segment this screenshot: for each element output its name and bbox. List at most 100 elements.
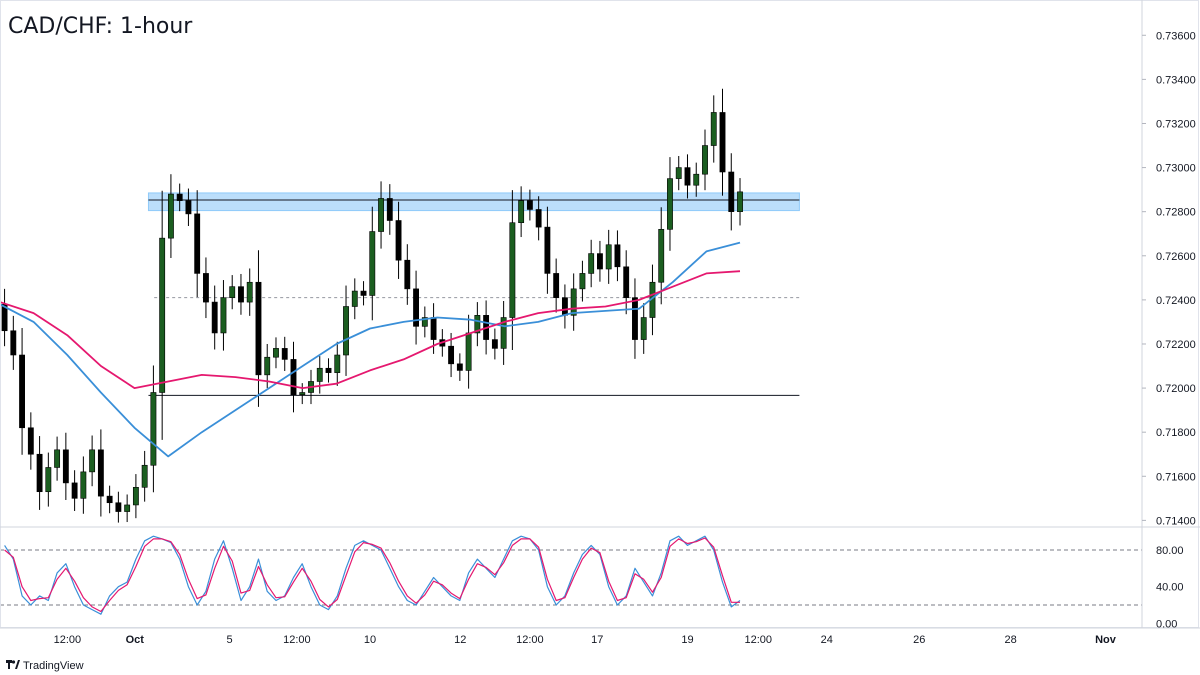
time-tick-label: 12:00 [745,634,773,646]
tradingview-brand[interactable]: TradingView [6,660,84,672]
candle-body [290,359,297,395]
candle [150,365,157,493]
candle [614,230,621,282]
candle-body [211,301,218,334]
tradingview-logo-icon [6,660,20,669]
candle-body [474,315,481,334]
candle-body [465,332,472,371]
candle-body [273,348,279,358]
candle-body [526,200,533,210]
time-tick-label: 12:00 [54,634,82,646]
time-tick-label: 5 [226,634,232,646]
candle-body [710,112,717,146]
candle-body [71,482,78,499]
candle [299,383,306,405]
candle [290,341,297,413]
candle [19,327,26,455]
candle-body [605,244,612,270]
candle [456,353,463,381]
candle-body [597,253,603,270]
candle-body [640,317,647,340]
candle [54,436,61,481]
candle-body [334,354,341,373]
candle-body [535,209,542,228]
candle-body [395,220,402,261]
candle [185,188,192,227]
chart-title: CAD/CHF: 1-hour [8,14,193,39]
candle-body [491,339,498,349]
candle [229,275,236,310]
candle-body [728,171,735,212]
candle-body [343,306,349,356]
candle-body [150,392,157,466]
candle [97,429,104,517]
candle-body [737,191,743,212]
stoch-tick-label: 0.00 [1156,618,1177,630]
candle-body [45,467,52,493]
candle [378,181,384,249]
moving-average-slow [0,270,741,389]
candle [544,206,551,294]
candle [10,315,17,370]
candle [395,201,402,279]
price-candles [1,88,743,523]
candle [238,273,244,315]
candle-body [246,281,253,303]
time-tick-label: Nov [1095,634,1117,646]
candle [89,435,96,487]
stoch-k-line [4,535,741,615]
candle-body [693,173,700,186]
time-tick-label: 12:00 [283,634,311,646]
candle-body [553,273,560,298]
candle [728,153,735,231]
candle-body [570,288,577,316]
candle [124,494,131,523]
stochastic-panel [0,535,1142,615]
candle [45,452,52,507]
candle [553,258,560,313]
candle-body [80,471,87,499]
candle [386,184,393,235]
price-tick-label: 0.72000 [1156,383,1196,395]
candle [500,300,507,365]
time-tick-label: 17 [591,634,603,646]
time-tick-label: 26 [913,634,925,646]
candle-body [369,231,376,296]
candle-body [124,504,131,512]
candle-body [299,392,306,395]
candle-body [159,237,166,393]
candle [115,491,122,523]
candle-body [404,259,411,290]
candle [369,206,376,321]
candle [62,432,69,500]
candle-body [62,449,69,484]
brand-label: TradingView [23,660,84,672]
candle-body [632,297,638,340]
candle [176,183,183,212]
candle [632,278,638,359]
candle-body [238,286,244,303]
candle-body [316,367,323,382]
candle [535,196,542,241]
candle-body [421,317,428,327]
candle [518,186,525,238]
candle-body [185,200,192,215]
candle-body [378,198,384,232]
candle [675,156,682,191]
candle-body [675,167,682,179]
candle-body [281,348,288,360]
candle-body [456,363,463,371]
time-tick-label: Oct [126,634,145,646]
candle [316,356,323,394]
candle [281,336,288,371]
candle [194,190,201,298]
candle-body [588,253,595,274]
candle-body [351,290,358,307]
candle-body [229,286,236,298]
candle [667,157,673,251]
price-tick-label: 0.71600 [1156,471,1196,483]
candle [220,280,227,351]
price-tick-label: 0.73200 [1156,118,1196,130]
candle [693,162,700,197]
stoch-tick-label: 80.00 [1156,545,1184,557]
